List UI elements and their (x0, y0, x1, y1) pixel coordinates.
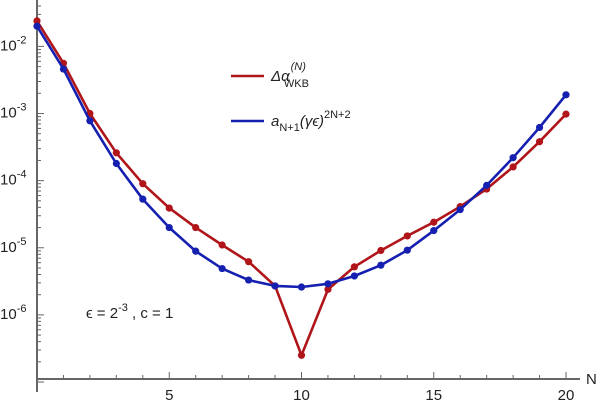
x-axis-label: N (586, 371, 597, 388)
data-point (350, 263, 358, 271)
x-tick-label: 5 (165, 387, 173, 404)
data-point (33, 22, 41, 30)
data-point (562, 110, 570, 118)
parameter-annotation: ϵ = 2-3 , c = 1 (86, 302, 173, 322)
data-point (456, 206, 464, 214)
series-2 (33, 22, 570, 291)
data-point (218, 264, 226, 273)
data-point (297, 283, 306, 291)
x-ticks: 5 10 15 20 (62, 372, 575, 404)
y-tick-label: 10-4 (0, 169, 26, 189)
y-tick-label: 10-6 (0, 303, 26, 323)
data-point (192, 223, 200, 232)
data-point (112, 159, 120, 168)
data-point (245, 276, 253, 284)
data-point (192, 247, 200, 255)
legend: Δα(N) WKB aN+1(γϵ)2N+2 (231, 61, 351, 134)
data-point (59, 65, 68, 73)
legend-entry: Δα(N) WKB (270, 61, 309, 90)
data-point (562, 91, 570, 99)
data-point (350, 272, 358, 280)
data-point (218, 241, 226, 249)
data-point (430, 227, 438, 235)
data-point (509, 154, 517, 162)
data-point (165, 204, 173, 212)
data-point (139, 180, 147, 188)
data-point (86, 117, 94, 125)
x-tick-label: 20 (558, 387, 575, 404)
data-point (297, 351, 306, 359)
data-point (535, 138, 544, 146)
data-point (139, 195, 147, 203)
y-tick-label: 10-5 (0, 236, 26, 256)
series-layer (33, 17, 570, 359)
data-point (165, 223, 173, 232)
y-tick-label: 10-2 (0, 34, 26, 54)
data-point (403, 232, 411, 240)
legend-entry: aN+1(γϵ)2N+2 (271, 109, 351, 134)
data-point (377, 261, 385, 269)
data-point (245, 258, 253, 266)
y-ticks: 10-6 10-5 10-4 10-3 10-2 (0, 5, 44, 383)
data-point (509, 163, 517, 171)
data-point (112, 149, 120, 157)
data-point (324, 285, 332, 293)
y-tick-label: 10-3 (0, 102, 26, 122)
data-point (271, 282, 279, 290)
x-tick-label: 10 (293, 387, 310, 404)
data-point (403, 246, 411, 254)
data-point (33, 17, 41, 25)
data-point (377, 246, 385, 255)
data-point (483, 181, 491, 189)
x-tick-label: 15 (425, 387, 442, 404)
data-point (324, 280, 332, 288)
data-point (535, 123, 544, 132)
data-point (430, 218, 438, 226)
